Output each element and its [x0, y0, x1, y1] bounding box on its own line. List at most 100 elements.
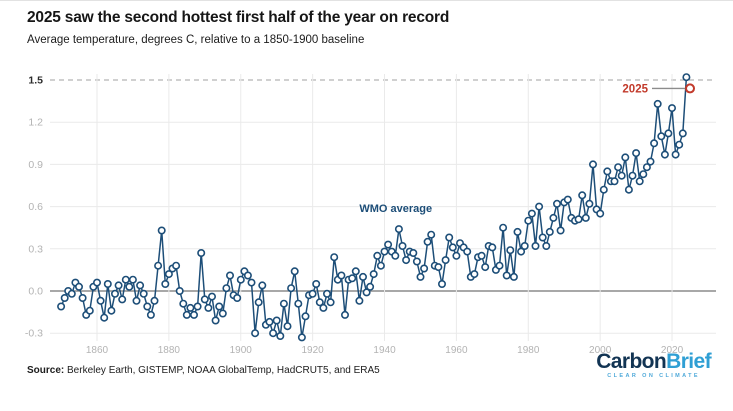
y-tick-label: 0.6	[28, 201, 43, 213]
data-point	[646, 157, 655, 166]
data-point	[164, 270, 173, 279]
data-point	[657, 132, 666, 141]
data-point	[322, 289, 331, 298]
data-point	[552, 199, 561, 208]
data-point	[617, 171, 626, 180]
data-point	[218, 309, 227, 318]
data-point	[287, 284, 296, 293]
data-point	[247, 278, 256, 287]
data-point	[574, 215, 583, 224]
data-point	[136, 281, 145, 290]
data-point	[578, 191, 587, 200]
data-point	[236, 275, 245, 284]
data-point	[660, 150, 669, 159]
highlight-label-2025: 2025	[622, 83, 648, 95]
data-point	[394, 225, 403, 234]
data-point	[535, 202, 544, 211]
data-point	[96, 296, 105, 305]
data-point	[276, 331, 285, 340]
data-point	[599, 185, 608, 194]
chart-title: 2025 saw the second hottest first half o…	[27, 9, 450, 26]
data-point	[420, 264, 429, 273]
data-point	[412, 257, 421, 266]
data-point	[678, 129, 687, 138]
data-point	[190, 310, 199, 319]
data-point	[157, 226, 166, 235]
data-point	[340, 310, 349, 319]
data-point	[675, 140, 684, 149]
data-point	[272, 316, 281, 325]
source-note: Source: Berkeley Earth, GISTEMP, NOAA Gl…	[27, 365, 380, 376]
data-point	[542, 242, 551, 251]
data-point	[624, 185, 633, 194]
data-point	[545, 227, 554, 236]
data-point	[78, 293, 87, 302]
data-point	[667, 104, 676, 113]
x-tick-label: 1960	[445, 345, 468, 356]
carbonbrief-wordmark: CarbonBrief	[596, 351, 711, 372]
data-point	[121, 275, 130, 284]
data-point	[222, 284, 231, 293]
data-point	[398, 242, 407, 251]
data-point	[118, 295, 127, 304]
data-point	[93, 278, 102, 287]
data-point	[581, 213, 590, 222]
data-point	[172, 261, 181, 270]
data-point	[614, 163, 623, 172]
data-point	[470, 270, 479, 279]
data-point	[315, 298, 324, 307]
data-point	[556, 226, 565, 235]
data-point	[481, 263, 490, 272]
data-point	[488, 243, 497, 252]
data-point	[509, 272, 518, 281]
data-point	[154, 261, 163, 270]
data-point	[682, 73, 691, 82]
data-point	[132, 296, 141, 305]
data-point	[373, 251, 382, 260]
data-point	[351, 267, 360, 276]
data-point	[664, 129, 673, 138]
data-point	[193, 302, 202, 311]
data-point	[517, 247, 526, 256]
data-point	[100, 313, 109, 322]
data-point	[445, 233, 454, 242]
x-tick-label: 1900	[230, 345, 253, 356]
data-point	[416, 272, 425, 281]
x-tick-label: 1880	[158, 345, 181, 356]
data-point	[463, 247, 472, 256]
series-annotation: WMO average	[359, 203, 432, 215]
data-point	[233, 293, 242, 302]
y-tick-label: 0.9	[28, 159, 43, 171]
data-point	[355, 296, 364, 305]
data-point	[502, 271, 511, 280]
data-point	[499, 223, 508, 232]
data-point	[143, 302, 152, 311]
data-point	[366, 282, 375, 291]
data-point	[319, 303, 328, 312]
data-point	[211, 316, 220, 325]
data-point	[283, 322, 292, 331]
data-point	[200, 295, 209, 304]
data-point	[520, 242, 529, 251]
data-point	[369, 270, 378, 279]
x-tick-label: 2020	[661, 345, 684, 356]
source-text: Berkeley Earth, GISTEMP, NOAA GlobalTemp…	[64, 365, 380, 376]
data-point	[549, 213, 558, 222]
y-tick-label: 0.0	[28, 286, 43, 298]
data-point	[251, 329, 260, 338]
data-point	[409, 249, 418, 258]
data-point	[125, 282, 134, 291]
data-point	[111, 289, 120, 298]
x-tick-label: 1940	[373, 345, 396, 356]
data-point	[243, 271, 252, 280]
data-point	[301, 312, 310, 321]
y-tick-label: 0.3	[28, 243, 43, 255]
data-point	[85, 306, 94, 315]
data-point	[596, 209, 605, 218]
data-point	[437, 279, 446, 288]
data-point	[441, 256, 450, 265]
source-label: Source:	[27, 365, 65, 376]
data-point	[348, 274, 357, 283]
